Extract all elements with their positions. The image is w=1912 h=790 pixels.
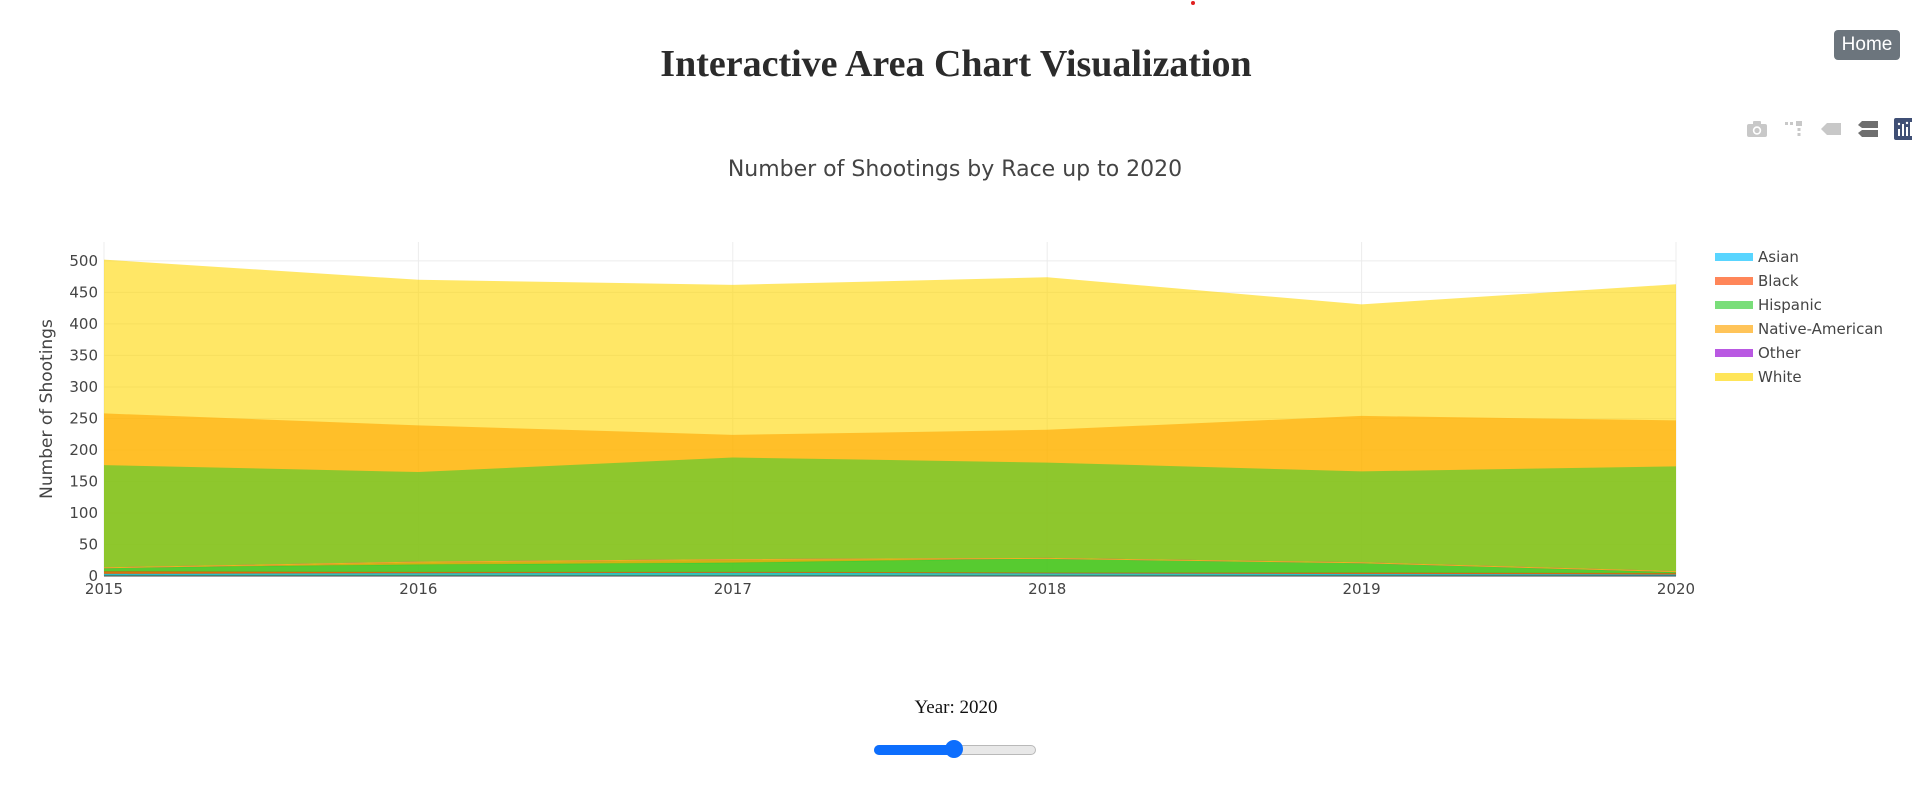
x-tick-label: 2019	[1343, 580, 1381, 598]
legend-item-asian[interactable]: Asian	[1715, 248, 1799, 266]
legend-label: Native-American	[1758, 320, 1883, 338]
legend-swatch	[1715, 253, 1753, 261]
legend-swatch	[1715, 325, 1753, 333]
year-slider-thumb[interactable]	[945, 740, 963, 758]
legend-swatch	[1715, 349, 1753, 357]
legend-item-hispanic[interactable]: Hispanic	[1715, 296, 1822, 314]
area-fill-hispanic	[104, 457, 1676, 576]
year-value: 2020	[959, 697, 998, 718]
legend-label: White	[1758, 368, 1802, 386]
hover-closest-icon[interactable]	[1818, 118, 1844, 140]
chart-modebar	[1733, 116, 1912, 142]
legend-swatch	[1715, 373, 1753, 381]
x-tick-label: 2015	[85, 580, 123, 598]
y-tick-label: 500	[69, 252, 98, 270]
y-tick-label: 250	[69, 409, 98, 427]
year-slider[interactable]	[874, 740, 1036, 758]
legend-item-black[interactable]: Black	[1715, 272, 1799, 290]
x-tick-label: 2016	[399, 580, 437, 598]
chart-areas	[103, 259, 1677, 576]
legend-swatch	[1715, 277, 1753, 285]
series-line-white	[103, 557, 1677, 573]
legend-item-other[interactable]: Other	[1715, 344, 1801, 362]
camera-icon[interactable]	[1744, 118, 1770, 140]
y-tick-label: 400	[69, 315, 98, 333]
y-tick-label: 150	[69, 472, 98, 490]
legend-item-native-american[interactable]: Native-American	[1715, 320, 1883, 338]
legend-label: Black	[1758, 272, 1799, 290]
x-tick-label: 2020	[1657, 580, 1695, 598]
year-prefix: Year:	[914, 697, 960, 718]
legend-item-white[interactable]: White	[1715, 368, 1802, 386]
chart-title: Number of Shootings by Race up to 2020	[728, 157, 1182, 182]
y-tick-label: 350	[69, 346, 98, 364]
y-tick-label: 200	[69, 441, 98, 459]
hover-compare-icon[interactable]	[1855, 118, 1881, 140]
y-tick-label: 100	[69, 504, 98, 522]
legend-label: Other	[1758, 344, 1801, 362]
chart-axes: 0 50 100 150 200 250 300 350 400 450 500 2015 2016 20…	[69, 252, 1695, 598]
legend-label: Hispanic	[1758, 296, 1822, 314]
legend-swatch	[1715, 301, 1753, 309]
zoom-icon[interactable]	[1781, 118, 1807, 140]
x-tick-label: 2017	[714, 580, 752, 598]
y-axis-label: Number of Shootings	[37, 319, 57, 499]
red-dot-marker	[1191, 1, 1195, 5]
page-title: Interactive Area Chart Visualization	[660, 43, 1252, 85]
plotly-logo-icon[interactable]	[1892, 118, 1912, 140]
year-slider-fill	[874, 745, 954, 755]
x-tick-label: 2018	[1028, 580, 1066, 598]
legend-label: Asian	[1758, 248, 1799, 266]
y-tick-label: 300	[69, 378, 98, 396]
area-chart: Number of Shootings by Race up to 2020 0…	[37, 157, 1883, 598]
year-label: Year: 2020	[0, 697, 1912, 719]
home-button[interactable]: Home	[1834, 30, 1900, 60]
chart-legend[interactable]: Asian Black Hispanic Native-American Other Wh…	[1715, 248, 1883, 386]
y-tick-label: 0	[88, 567, 98, 585]
y-tick-label: 50	[79, 535, 98, 553]
y-tick-label: 450	[69, 283, 98, 301]
